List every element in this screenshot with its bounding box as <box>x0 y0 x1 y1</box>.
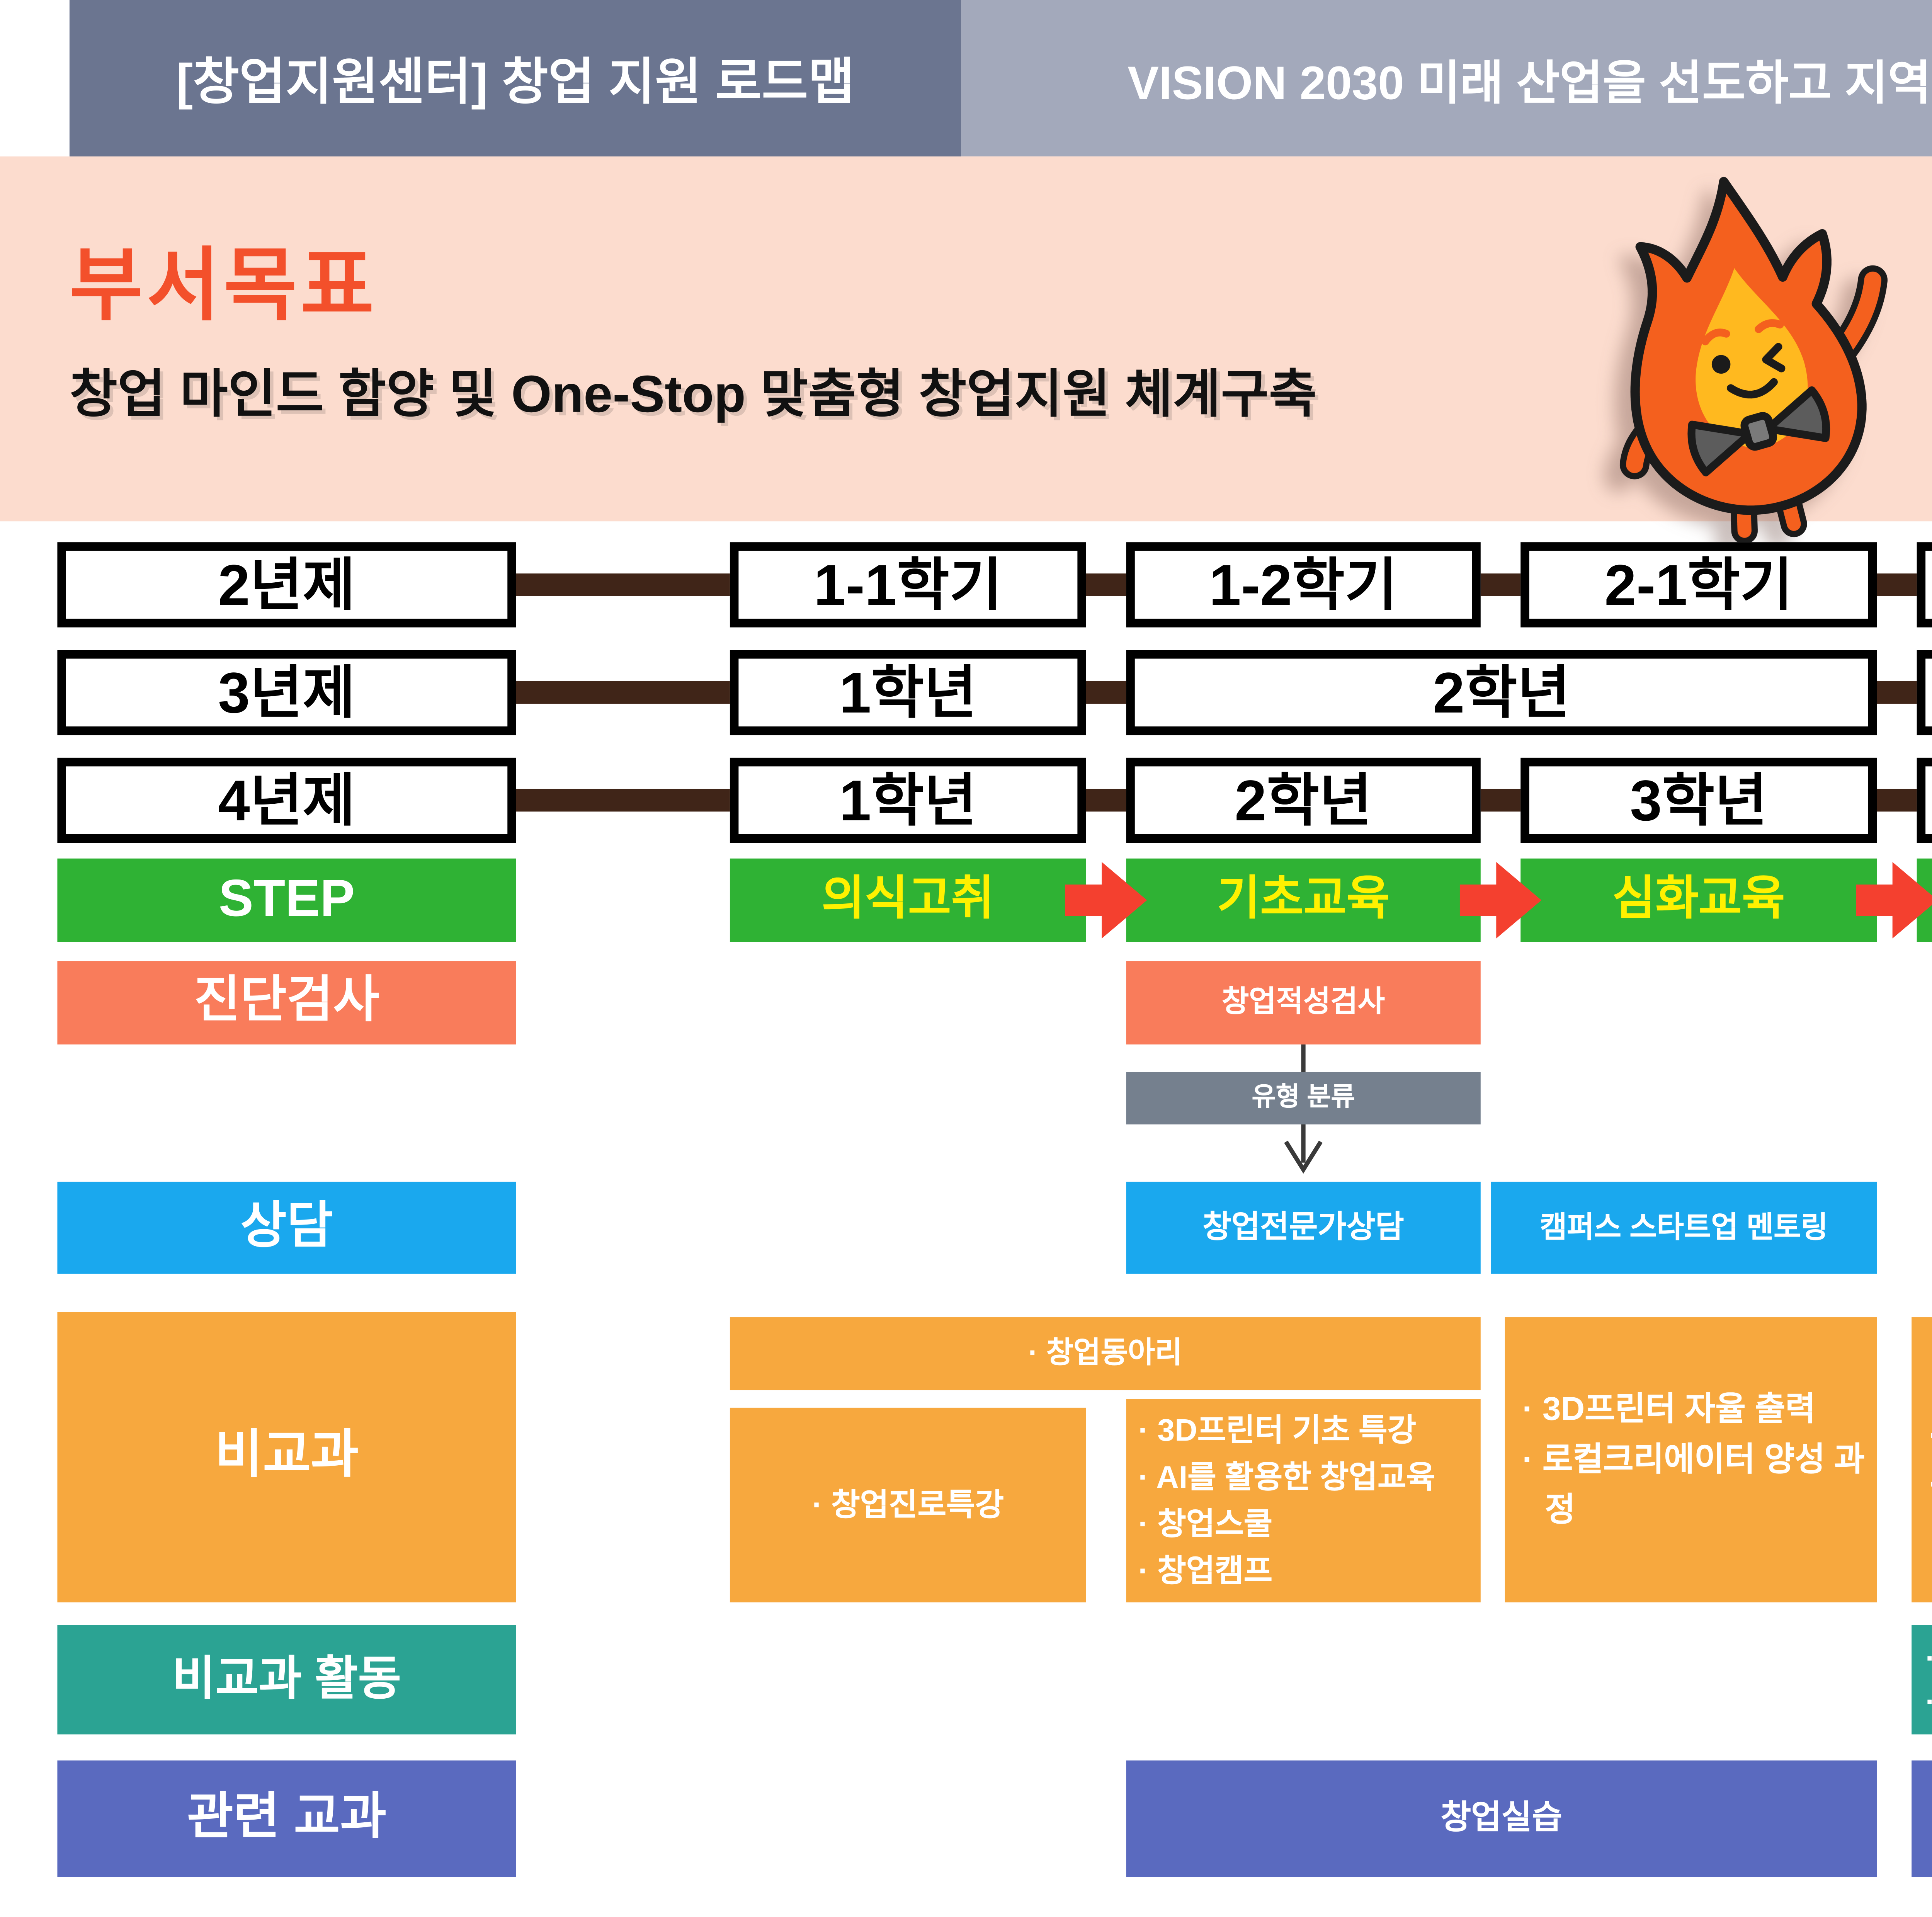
flame-mascot-left-icon <box>1619 177 1888 544</box>
timeline-cell: 2-1학기 <box>1520 542 1877 628</box>
basic-education-box: · 3D프린터 기초 특강 · AI를 활용한 창업교육 · 창업스쿨 · 창업… <box>1126 1399 1481 1602</box>
counseling-row-label: 상담 <box>57 1182 516 1274</box>
timeline-row-label: 3년제 <box>57 650 516 735</box>
step-stage: 의식고취 <box>730 858 1086 942</box>
list-item: · 창업스쿨 <box>1138 1505 1273 1541</box>
list-item: · 로컬크리에이터 양성 과정 <box>1522 1441 1865 1529</box>
header-title-box: [창업지원센터] 창업 지원 로드맵 <box>69 0 961 156</box>
list-item: · 창업캠프 <box>1138 1553 1273 1588</box>
connector-bar <box>1077 681 1135 704</box>
career-lecture-box: · 창업진로특강 <box>730 1407 1086 1602</box>
curriculum-row-label: 관련 교과 <box>57 1760 516 1877</box>
red-right-arrow-icon <box>1459 862 1542 939</box>
list-item: · 사업자등록증 제출 <box>1925 1680 1932 1723</box>
diagnosis-test-box: 창업적성검사 <box>1126 961 1481 1044</box>
list-item: · 창업활동지원 <box>1925 1636 1932 1679</box>
connector-bar <box>1868 573 1926 596</box>
list-item: · 3D프린터 자율 출력 <box>1522 1391 1816 1428</box>
activity-row-label: 비교과 활동 <box>57 1625 516 1735</box>
advanced-education-box: · 3D프린터 자율 출력 · 로컬크리에이터 양성 과정 <box>1505 1317 1877 1602</box>
timeline-cell: 2학년 <box>1126 650 1877 735</box>
timeline-cell: 1학년 <box>730 650 1086 735</box>
red-right-arrow-icon <box>1856 862 1932 939</box>
timeline-cell: 1-1학기 <box>730 542 1086 628</box>
connector-bar <box>1472 573 1529 596</box>
timeline-cell: 2-2학기 <box>1917 542 1932 628</box>
startup-practice-semester-box: 창업실습학기 <box>1912 1760 1932 1877</box>
goal-description: 창업 마인드 함양 및 One-Stop 맞춤형 창업지원 체계구축 <box>69 366 1317 424</box>
startup-club-box: · 창업동아리 <box>730 1317 1481 1390</box>
step-row-label: STEP <box>57 858 516 942</box>
timeline-cell: 4학년 <box>1917 757 1932 843</box>
connector-bar <box>1868 681 1926 704</box>
goal-band: 부서목표 창업 마인드 함양 및 One-Stop 맞춤형 창업지원 체계구축 <box>0 156 1932 544</box>
red-right-arrow-icon <box>1065 862 1147 939</box>
connector-bar <box>1868 789 1926 812</box>
list-item: · AI를 활용한 창업교육 <box>1138 1459 1435 1494</box>
connector-bar <box>1077 789 1135 812</box>
step-stage: 심화교육 <box>1520 858 1877 942</box>
page-title: [창업지원센터] 창업 지원 로드맵 <box>176 55 855 111</box>
goal-heading: 부서목표 <box>69 240 378 330</box>
vision-statement: VISION 2030 미래 산업을 선도하고 지역과 함께 성장하는 혁신인재… <box>1128 56 1932 109</box>
timeline-row-label: 2년제 <box>57 542 516 628</box>
counseling-mentoring-box: 캠퍼스 스타트업 멘토링 <box>1491 1182 1877 1274</box>
practical-education-box: · 창업아이디어 챌린지 · 교외 창업 경진대회 <box>1912 1317 1932 1602</box>
list-item: · 3D프린터 기초 특강 <box>1138 1412 1417 1447</box>
timeline-cell: 1-2학기 <box>1126 542 1481 628</box>
timeline-cell: 3학년 <box>1917 650 1932 735</box>
list-item: · 교외 창업 경진대회 <box>1929 1460 1932 1509</box>
timeline-cell: 1학년 <box>730 757 1086 843</box>
counseling-expert-box: 창업전문가상담 <box>1126 1182 1481 1274</box>
header-vision-box: VISION 2030 미래 산업을 선도하고 지역과 함께 성장하는 혁신인재… <box>961 0 1932 156</box>
connector-bar <box>498 573 742 596</box>
connector-bar <box>1077 573 1135 596</box>
connector-bar <box>498 789 742 812</box>
startup-practice-box: 창업실습 <box>1126 1760 1877 1877</box>
step-stage: 기초교육 <box>1126 858 1481 942</box>
connector-bar <box>498 681 742 704</box>
noncurricular-row-label: 비교과 <box>57 1312 516 1602</box>
timeline-cell: 3학년 <box>1520 757 1877 843</box>
connector-bar <box>1472 789 1529 812</box>
list-item: · 창업아이디어 챌린지 <box>1929 1411 1932 1460</box>
activity-support-box: · 창업활동지원 · 사업자등록증 제출 <box>1912 1625 1932 1735</box>
type-classification-box: 유형 분류 <box>1126 1072 1481 1124</box>
timeline-cell: 2학년 <box>1126 757 1481 843</box>
diagnosis-row-label: 진단검사 <box>57 961 516 1044</box>
timeline-row-label: 4년제 <box>57 757 516 843</box>
